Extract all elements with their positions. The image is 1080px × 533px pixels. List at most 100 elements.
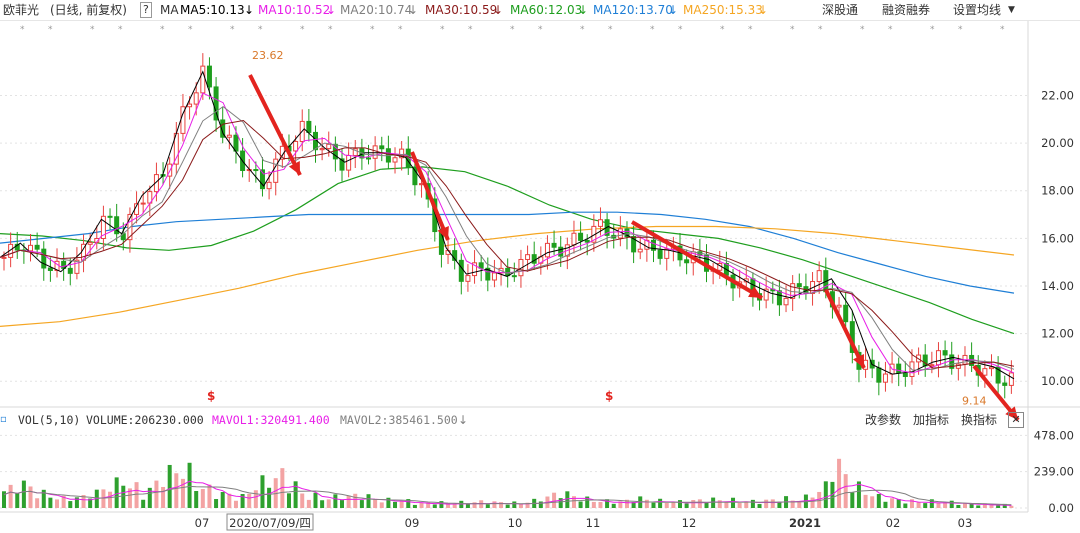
mavol2-line [3,485,1012,506]
volume-bar [624,499,629,508]
candle-body [187,103,193,108]
candle-body [140,202,146,205]
trend-arrow-head [288,161,300,175]
event-marker: * [818,25,823,35]
candle-body [412,166,418,186]
help-button[interactable]: ? [140,2,152,18]
volume-bar [386,497,391,508]
volume-bar [15,493,20,508]
vol-mavol1: MAVOL1:320491.400 [212,413,330,427]
ma30-label: MA30:10.59 [425,3,498,17]
volume-bar [187,462,192,508]
volume-bar [313,492,318,508]
volume-bar [538,501,543,508]
volume-bar [777,501,782,508]
candle-body [988,366,994,370]
btn-add-indicator[interactable]: 加指标 [913,413,950,427]
volume-bar [227,493,232,508]
volume-bar [691,500,696,508]
price-tick-label: 16.00 [1041,231,1074,245]
volume-bar [956,504,961,508]
candle-body [47,267,53,271]
candle-body [379,145,385,150]
x-tick-label: 2021 [789,516,821,530]
volume-bar [472,502,477,508]
volume-bar [883,501,888,508]
volume-bar [446,502,451,508]
candle-body [544,242,550,258]
candle-body [876,367,882,383]
candle-body [491,272,497,281]
ma-label: MA [160,3,179,17]
volume-bar [253,490,258,508]
event-marker: * [650,25,655,35]
volume-bar [605,499,610,508]
low-price-label: 9.14 [962,395,987,408]
candle-body [664,248,670,259]
volume-bar [552,492,557,508]
event-marker: * [20,25,25,35]
event-marker: * [580,25,585,35]
candle-body [902,372,908,377]
candle-body [193,92,199,105]
candle-body [233,134,239,152]
event-marker: * [440,25,445,35]
volume-tick-label: 239.00 [1034,465,1074,479]
candle-body [465,275,471,282]
volume-bar [379,502,384,508]
volume-bar [923,503,928,508]
volume-bar [114,477,119,508]
volume-bar [571,496,576,508]
event-marker: * [860,25,865,35]
candle-body [551,242,557,248]
volume-bar [366,494,371,508]
ma5-line [0,70,1015,380]
candle-body [624,228,630,238]
ma20-line [0,105,1015,371]
candle-body [206,65,212,88]
volume-bar [903,503,908,508]
volume-bar [68,501,73,508]
x-tick-label: 12 [682,516,697,530]
ma20-label: MA20:10.74 [340,3,413,17]
link-margin-trading[interactable]: 融资融券 [882,3,931,17]
ma120-arrow-icon: ↓ [668,3,679,17]
trend-arrow [824,289,866,369]
trend-arrow-head [748,286,762,298]
ma60-line [0,166,1015,335]
volume-bar [764,499,769,508]
event-marker: * [398,25,403,35]
volume-bar [578,501,583,508]
volume-bar [969,503,974,508]
volume-bar [35,498,40,508]
candle-body [1002,382,1008,386]
btn-change-params[interactable]: 改参数 [865,413,902,427]
link-ma-settings[interactable]: 设置均线 [953,3,1002,17]
volume-bar [141,499,146,508]
volume-bar [658,498,663,508]
candle-body [153,174,159,193]
btn-switch-indicator[interactable]: 换指标 [961,413,998,427]
volume-bar [439,501,444,508]
volume-bar [505,504,510,508]
candle-body [220,119,226,138]
volume-bar [916,502,921,508]
price-tick-label: 22.00 [1041,89,1074,103]
high-price-label: 23.62 [252,49,284,62]
volume-bar [8,484,13,508]
vol-volume-value: VOLUME:206230.000 [86,413,204,427]
link-shenzhen-connect[interactable]: 深股通 [822,3,859,17]
volume-bar [850,492,855,508]
volume-settings-icon[interactable]: ▫ [0,414,7,425]
volume-bar [167,464,172,508]
event-marker: * [468,25,473,35]
volume-bar [28,486,33,508]
volume-bar [717,500,722,508]
candle-body [87,241,93,245]
volume-bar [909,499,914,508]
candle-body [584,239,590,243]
close-indicator-icon[interactable]: ✕ [1008,412,1024,428]
ma-settings-dropdown-icon[interactable]: ▼ [1008,5,1015,15]
volume-bar [286,493,291,508]
